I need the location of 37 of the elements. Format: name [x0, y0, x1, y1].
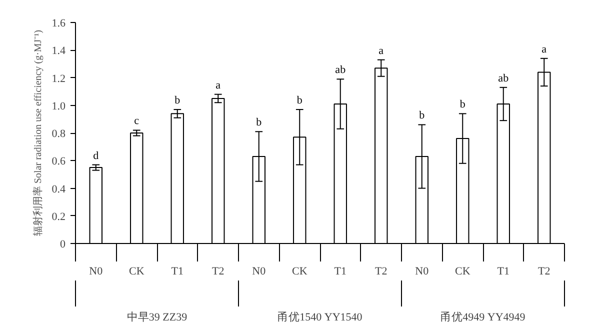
x-tick-label: CK — [128, 266, 144, 278]
x-tick-label: N0 — [252, 266, 266, 278]
data-label: d — [93, 150, 100, 162]
x-tick-label: T2 — [212, 266, 224, 278]
x-tick-label: CK — [292, 266, 308, 278]
y-tick-label: 1.4 — [52, 45, 66, 58]
y-tick-label: 0.2 — [52, 210, 66, 223]
data-label: a — [542, 43, 547, 56]
x-tick-label: T2 — [538, 266, 550, 278]
x-tick-label: T1 — [334, 266, 346, 278]
data-label: a — [216, 79, 221, 92]
data-label: a — [378, 44, 384, 57]
data-label: b — [419, 110, 426, 122]
y-tick-label: 0.8 — [52, 128, 66, 140]
y-tick-label: 0 — [60, 238, 66, 250]
data-label: ab — [498, 72, 510, 84]
x-tick-label: N0 — [415, 266, 430, 278]
data-label: c — [134, 115, 140, 128]
y-tick-label: 0.6 — [52, 156, 66, 168]
x-tick-label: T1 — [171, 266, 184, 278]
data-label: b — [256, 116, 262, 129]
x-tick-label: CK — [454, 266, 470, 278]
data-label: ab — [335, 64, 346, 76]
text: 甬优1540 YY1540 — [278, 312, 363, 324]
x-tick-label: T2 — [375, 266, 388, 278]
y-tick-label: 1.0 — [52, 100, 66, 112]
text: 中早39 ZZ39 — [126, 310, 188, 324]
x-tick-label: N0 — [89, 266, 104, 278]
y-tick-label: 1.6 — [52, 18, 66, 30]
y-tick-label: 0.4 — [52, 183, 66, 196]
y-axis-title: 辐射利用率 Solar radiation use efficiency (g·MJ⁻¹) — [32, 30, 44, 236]
y-tick-label: 1.2 — [52, 72, 66, 85]
data-label: b — [460, 98, 466, 111]
data-label: b — [296, 94, 303, 107]
text: 甬优4949 YY4949 — [440, 312, 526, 324]
data-label: b — [174, 94, 181, 107]
x-tick-label: T1 — [497, 266, 510, 278]
